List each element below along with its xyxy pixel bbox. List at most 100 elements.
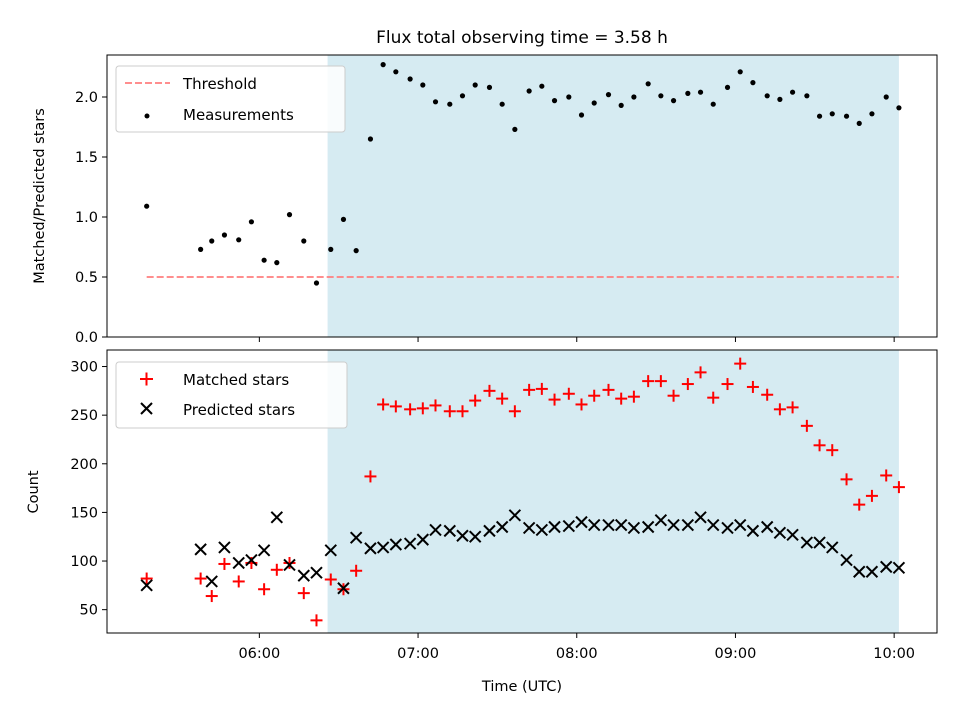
top-panel: 0.0 0.5 1.0 1.5 2.0 Matched/Predicted stars (32, 54, 938, 346)
x-axis-label: Time (UTC) (481, 679, 562, 695)
measurement-point (551, 98, 558, 104)
measurement-point (869, 111, 875, 117)
predicted-star-point (245, 553, 258, 567)
predicted-star-point (429, 523, 442, 537)
matched-star-point (826, 444, 839, 457)
predicted-star-point (257, 544, 271, 557)
bottom-panel: 06:00 07:00 08:00 09:00 10:00 50 100 150 200 250… (26, 349, 938, 695)
measurement-point (221, 232, 228, 238)
predicted-star-point (786, 528, 799, 541)
measurement-point (883, 94, 889, 100)
predicted-star-point (813, 536, 826, 549)
measurement-point (432, 99, 439, 105)
measurement-point (816, 113, 823, 119)
measurement-point (697, 89, 704, 95)
measurement-point (829, 111, 835, 117)
predicted-star-point (681, 518, 695, 532)
measurement-point (286, 212, 293, 218)
bottom-observing-span (327, 350, 899, 633)
predicted-star-point (562, 519, 576, 533)
bottom-ytick-label: 150 (70, 505, 98, 521)
measurement-point (380, 62, 386, 68)
measurement-point (896, 105, 902, 111)
predicted-star-point (694, 511, 707, 524)
predicted-star-point (865, 565, 879, 578)
measurement-point (750, 80, 756, 86)
measurement-point (261, 257, 267, 263)
measurement-point (340, 216, 347, 222)
bottom-xtick-label: 09:00 (715, 646, 757, 662)
matched-star-point (377, 398, 390, 411)
measurement-point (789, 89, 796, 95)
predicted-star-point (270, 511, 284, 524)
predicted-star-point (468, 530, 482, 543)
bottom-xtick-label: 06:00 (238, 646, 280, 662)
predicted-star-point (826, 541, 839, 554)
top-ytick-label: 0.5 (75, 270, 98, 286)
matched-star-point (443, 405, 456, 418)
measurement-point (144, 203, 150, 209)
measurement-point (248, 219, 255, 225)
predicted-star-point (588, 518, 601, 532)
measurement-point (843, 113, 850, 119)
predicted-star-point (218, 541, 231, 554)
matched-star-point (880, 469, 893, 482)
bottom-xtick-label: 07:00 (397, 646, 439, 662)
matched-legend-swatch (140, 372, 153, 386)
measurement-point (804, 93, 810, 99)
matched-star-point (364, 470, 377, 483)
matched-star-point (350, 564, 363, 577)
measurement-point (670, 98, 677, 104)
top-plot-frame (106, 54, 938, 338)
matched-star-point (310, 614, 323, 627)
predicted-star-point (853, 565, 866, 578)
top-legend-box (115, 65, 346, 133)
measurement-point (313, 280, 320, 286)
measurement-point (526, 88, 532, 94)
matched-star-point (786, 401, 799, 414)
predicted-star-point (443, 524, 456, 538)
matched-star-point (429, 399, 442, 412)
measurement-point (578, 112, 585, 118)
predicted-star-point (364, 542, 377, 555)
measurement-point (618, 102, 624, 108)
matched-legend-label: Matched stars (183, 371, 289, 389)
predicted-star-point (349, 531, 363, 544)
predicted-star-point (707, 518, 720, 532)
predicted-star-point (892, 561, 906, 575)
measurement-point (566, 94, 572, 100)
predicted-star-point (483, 524, 496, 538)
measurement-point (710, 101, 716, 107)
predicted-star-point (337, 582, 350, 595)
bottom-xtick-label: 10:00 (873, 646, 915, 662)
measurement-point (685, 90, 691, 96)
measurement-point (724, 84, 731, 90)
measurement-point (631, 94, 637, 100)
matched-star-point (283, 556, 296, 569)
predicted-star-point (456, 529, 469, 542)
bottom-legend-box (115, 361, 348, 429)
matched-star-point (324, 573, 337, 586)
measurement-point (353, 248, 359, 254)
predicted-star-point (641, 520, 655, 534)
measurement-point (198, 246, 204, 252)
predicted-star-point (575, 515, 588, 529)
matched-star-point (232, 575, 245, 588)
predicted-star-point (376, 541, 390, 554)
predicted-star-point (667, 518, 680, 532)
measurement-point (274, 260, 280, 266)
measurement-point (447, 101, 453, 107)
matched-star-point (258, 583, 271, 596)
matched-star-point (416, 402, 429, 415)
matched-star-point (761, 388, 774, 401)
measurement-point (459, 93, 466, 99)
matched-star-point (746, 380, 759, 393)
matched-star-point (548, 393, 561, 406)
matched-star-point (218, 557, 231, 570)
measurements-legend-label: Measurements (183, 106, 294, 124)
bottom-y-axis-label: Count (26, 470, 42, 513)
bottom-ytick-label: 50 (80, 603, 98, 619)
matched-star-point (694, 366, 707, 379)
matched-star-point (535, 382, 548, 395)
